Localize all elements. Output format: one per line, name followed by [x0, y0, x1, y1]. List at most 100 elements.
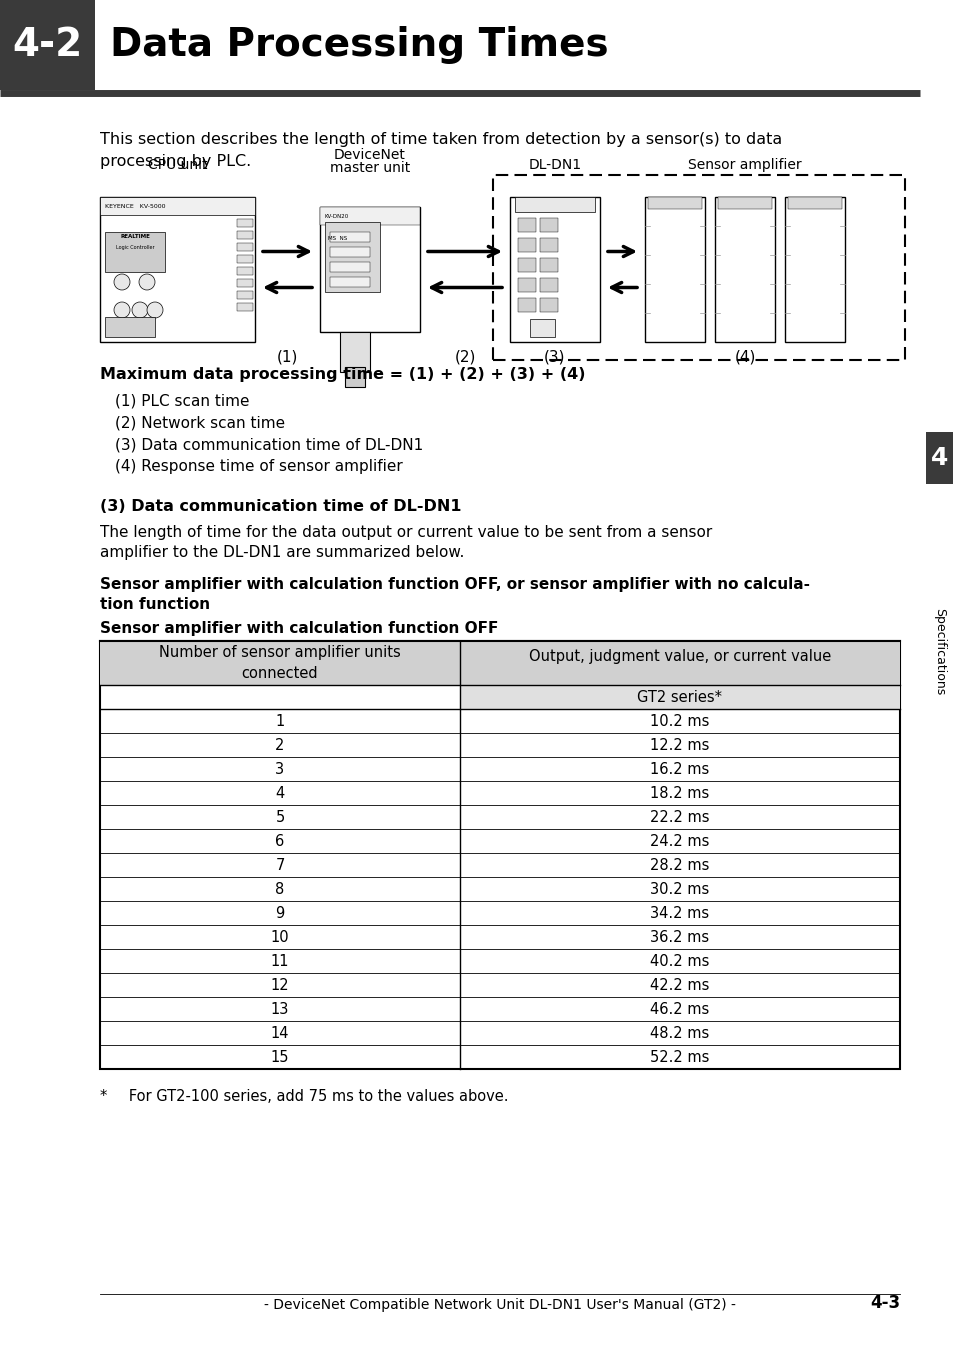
Circle shape	[132, 301, 148, 318]
Circle shape	[139, 274, 154, 289]
Bar	[539, 279, 558, 292]
Bar	[330, 247, 370, 257]
Text: KEYENCE   KV-5000: KEYENCE KV-5000	[105, 204, 165, 208]
Text: Number of sensor amplifier units
connected: Number of sensor amplifier units connect…	[159, 645, 400, 681]
Text: 34.2 ms: 34.2 ms	[650, 906, 709, 921]
Text: 42.2 ms: 42.2 ms	[650, 977, 709, 992]
Text: DL-DN1: DL-DN1	[528, 158, 581, 172]
Text: Sensor amplifier: Sensor amplifier	[687, 158, 801, 172]
Bar	[517, 238, 536, 251]
Text: Data Processing Times: Data Processing Times	[110, 26, 608, 64]
Text: tion function: tion function	[100, 598, 210, 612]
Text: 13: 13	[271, 1002, 289, 1017]
Text: 24.2 ms: 24.2 ms	[650, 833, 709, 849]
Text: 52.2 ms: 52.2 ms	[650, 1049, 709, 1064]
Bar	[539, 218, 558, 233]
Bar	[784, 197, 844, 342]
Bar	[325, 222, 379, 292]
Bar	[236, 279, 253, 287]
Bar	[493, 174, 904, 360]
Bar	[236, 243, 253, 251]
Text: 36.2 ms: 36.2 ms	[650, 930, 709, 945]
Bar	[515, 197, 595, 212]
Text: 16.2 ms: 16.2 ms	[650, 761, 709, 776]
Text: master unit: master unit	[330, 161, 410, 174]
Bar	[517, 218, 536, 233]
Bar	[0, 0, 95, 91]
Text: 11: 11	[271, 953, 289, 968]
Text: This section describes the length of time taken from detection by a sensor(s) to: This section describes the length of tim…	[100, 132, 781, 147]
Text: 15: 15	[271, 1049, 289, 1064]
Bar	[319, 207, 419, 224]
Circle shape	[113, 274, 130, 289]
Text: processing by PLC.: processing by PLC.	[100, 154, 251, 169]
Text: 3: 3	[275, 761, 284, 776]
Text: 48.2 ms: 48.2 ms	[650, 1026, 709, 1041]
Text: DeviceNet: DeviceNet	[334, 147, 406, 162]
Text: 7: 7	[275, 857, 284, 872]
Text: REALTIME: REALTIME	[120, 234, 150, 239]
Text: (1) PLC scan time: (1) PLC scan time	[115, 393, 250, 408]
Bar	[236, 231, 253, 239]
Bar	[510, 197, 599, 342]
Text: The length of time for the data output or current value to be sent from a sensor: The length of time for the data output o…	[100, 525, 712, 539]
Text: CPU unit: CPU unit	[148, 158, 207, 172]
Bar	[339, 333, 370, 372]
Bar	[714, 197, 774, 342]
Bar	[517, 297, 536, 312]
Bar	[539, 297, 558, 312]
Text: 6: 6	[275, 833, 284, 849]
Bar	[100, 641, 899, 685]
Bar	[330, 262, 370, 272]
Text: 10: 10	[271, 930, 289, 945]
Text: (4) Response time of sensor amplifier: (4) Response time of sensor amplifier	[115, 458, 402, 475]
Text: MS  NS: MS NS	[328, 237, 347, 242]
Text: 10.2 ms: 10.2 ms	[650, 714, 709, 729]
Bar	[330, 277, 370, 287]
Text: For GT2-100 series, add 75 ms to the values above.: For GT2-100 series, add 75 ms to the val…	[115, 1088, 508, 1105]
Circle shape	[113, 301, 130, 318]
Text: (3): (3)	[543, 350, 565, 365]
Bar	[100, 197, 254, 215]
Circle shape	[147, 301, 163, 318]
Text: 4-3: 4-3	[869, 1294, 899, 1311]
Bar	[517, 279, 536, 292]
Bar	[644, 197, 704, 342]
Text: Specifications: Specifications	[933, 608, 945, 696]
Text: Sensor amplifier with calculation function OFF: Sensor amplifier with calculation functi…	[100, 621, 497, 635]
Bar	[539, 258, 558, 272]
Text: Output, judgment value, or current value: Output, judgment value, or current value	[528, 649, 830, 664]
Text: (3) Data communication time of DL-DN1: (3) Data communication time of DL-DN1	[115, 437, 423, 452]
Bar	[100, 641, 899, 1069]
Text: 12.2 ms: 12.2 ms	[650, 737, 709, 753]
Text: 46.2 ms: 46.2 ms	[650, 1002, 709, 1017]
Text: 18.2 ms: 18.2 ms	[650, 786, 709, 800]
Bar	[236, 291, 253, 299]
Text: KV-DN20: KV-DN20	[325, 214, 349, 219]
Text: 4: 4	[275, 786, 284, 800]
Bar	[787, 197, 841, 210]
Text: (3) Data communication time of DL-DN1: (3) Data communication time of DL-DN1	[100, 499, 461, 514]
Text: 22.2 ms: 22.2 ms	[650, 810, 709, 825]
Text: 2: 2	[275, 737, 284, 753]
Bar	[330, 233, 370, 242]
Text: Sensor amplifier with calculation function OFF, or sensor amplifier with no calc: Sensor amplifier with calculation functi…	[100, 577, 809, 592]
Text: 8: 8	[275, 882, 284, 896]
Text: 30.2 ms: 30.2 ms	[650, 882, 709, 896]
Text: *: *	[100, 1088, 108, 1105]
Text: 14: 14	[271, 1026, 289, 1041]
Bar	[530, 319, 555, 337]
Bar	[517, 258, 536, 272]
Bar	[236, 303, 253, 311]
Text: 5: 5	[275, 810, 284, 825]
Bar	[459, 685, 899, 708]
Text: (1): (1)	[276, 350, 298, 365]
Text: (2): (2)	[454, 350, 476, 365]
Text: Logic Controller: Logic Controller	[115, 245, 154, 250]
Bar	[718, 197, 771, 210]
Bar	[647, 197, 701, 210]
Bar	[100, 197, 254, 342]
Bar	[539, 238, 558, 251]
Bar	[319, 207, 419, 333]
Bar	[105, 233, 165, 272]
